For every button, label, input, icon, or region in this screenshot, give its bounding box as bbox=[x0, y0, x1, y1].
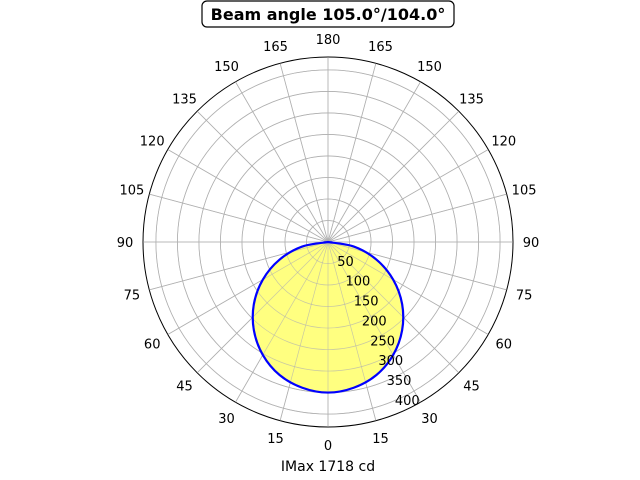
angle-tick-label: 75 bbox=[516, 289, 533, 304]
angle-tick-label: 135 bbox=[459, 93, 484, 108]
angle-tick-label: 90 bbox=[117, 236, 134, 251]
radial-tick-label: 250 bbox=[370, 334, 395, 349]
chart-title: Beam angle 105.0°/104.0° bbox=[211, 5, 446, 24]
angle-tick-label: 60 bbox=[144, 338, 161, 353]
angular-grid-overlay bbox=[149, 193, 329, 243]
angular-grid-overlay bbox=[235, 241, 329, 403]
radial-grid-overlay bbox=[284, 198, 372, 286]
angle-tick-label: 0 bbox=[324, 439, 332, 454]
angular-grid-overlay bbox=[327, 241, 489, 335]
angle-tick-label: 165 bbox=[368, 40, 393, 55]
angular-grid-overlay bbox=[167, 241, 329, 335]
angle-tick-label: 45 bbox=[176, 380, 193, 395]
angle-tick-label: 90 bbox=[523, 236, 540, 251]
radial-tick-label: 150 bbox=[354, 295, 379, 310]
intensity-curve bbox=[251, 240, 405, 394]
angle-tick-label: 60 bbox=[496, 338, 513, 353]
angular-grid-overlay bbox=[327, 149, 489, 243]
angular-grid-overlay bbox=[327, 81, 421, 243]
angle-tick-label: 15 bbox=[372, 432, 389, 447]
data-layer bbox=[143, 57, 513, 427]
angular-grid-overlay bbox=[327, 241, 460, 374]
angular-grid-overlay bbox=[327, 241, 377, 421]
angle-tick-label: 30 bbox=[218, 412, 235, 427]
angular-grid-overlay bbox=[327, 241, 421, 403]
angular-grid-overlay bbox=[279, 241, 329, 421]
angle-tick-label: 150 bbox=[214, 60, 239, 75]
radial-grid-overlay bbox=[198, 112, 458, 372]
radial-grid-overlay bbox=[155, 69, 501, 415]
angular-grid-overlay bbox=[196, 110, 329, 243]
angle-tick-label: 165 bbox=[263, 40, 288, 55]
angular-grid-overlay bbox=[327, 193, 507, 243]
angle-tick-label: 120 bbox=[491, 135, 516, 150]
x-axis-label: IMax 1718 cd bbox=[281, 459, 375, 475]
radial-grid-overlay bbox=[306, 220, 350, 264]
angle-tick-label: 135 bbox=[172, 93, 197, 108]
radial-tick-label: 350 bbox=[387, 374, 412, 389]
angle-tick-label: 105 bbox=[119, 184, 144, 199]
radial-grid-overlay bbox=[241, 155, 415, 329]
angular-grid-overlay bbox=[167, 149, 329, 243]
radial-tick-label: 300 bbox=[378, 354, 403, 369]
angle-tick-label: 105 bbox=[512, 184, 537, 199]
angle-tick-label: 45 bbox=[463, 380, 480, 395]
radial-tick-label: 50 bbox=[337, 255, 354, 270]
angle-tick-label: 75 bbox=[124, 289, 141, 304]
angular-grid-overlay bbox=[327, 110, 460, 243]
radial-tick-label: 400 bbox=[395, 394, 420, 409]
angular-grid-overlay bbox=[235, 81, 329, 243]
title-frame bbox=[201, 0, 455, 28]
angle-tick-label: 15 bbox=[267, 432, 284, 447]
radial-grid-overlay bbox=[263, 177, 393, 307]
angular-grid-overlay bbox=[149, 241, 329, 291]
angle-tick-label: 120 bbox=[140, 135, 165, 150]
angle-tick-label: 30 bbox=[421, 412, 438, 427]
angular-grid-overlay bbox=[327, 241, 507, 291]
title-box: Beam angle 105.0°/104.0° bbox=[201, 0, 455, 28]
angle-tick-label: 180 bbox=[316, 33, 341, 48]
angle-tick-label: 150 bbox=[417, 60, 442, 75]
radial-grid-overlay bbox=[220, 134, 436, 350]
radial-tick-label: 100 bbox=[346, 275, 371, 290]
angular-grid-overlay bbox=[279, 63, 329, 243]
angular-grid-overlay bbox=[196, 241, 329, 374]
angular-grid-overlay bbox=[327, 63, 377, 243]
radial-tick-label: 200 bbox=[362, 315, 387, 330]
